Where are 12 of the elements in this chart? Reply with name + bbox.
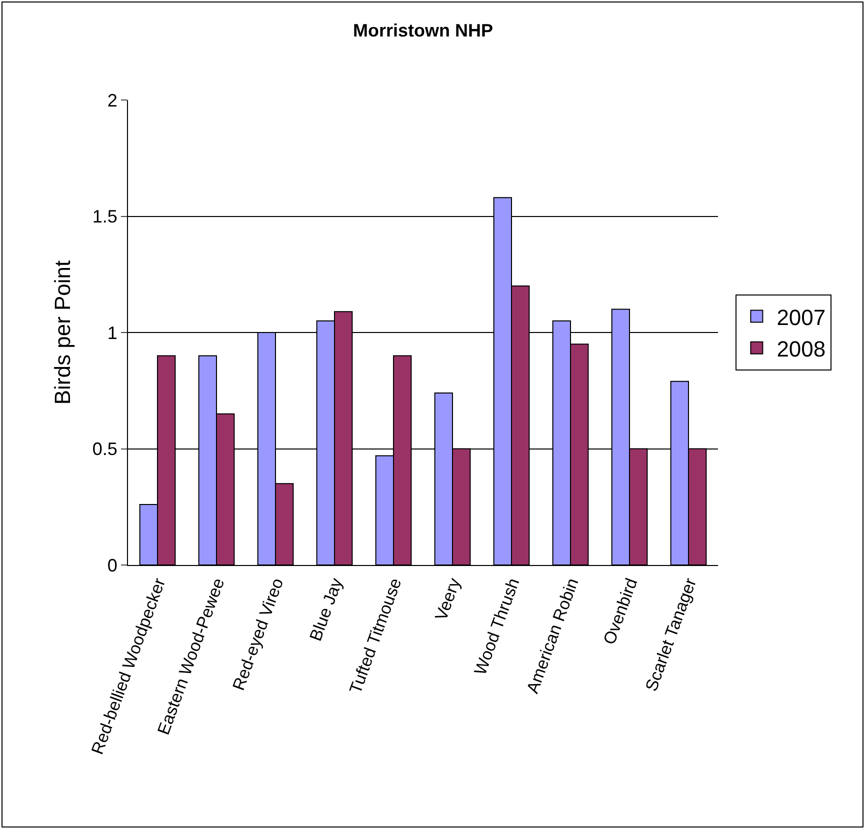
x-tick-label: Veery [432,575,464,624]
y-axis-title: Birds per Point [50,260,76,405]
x-tick-label: Blue Jay [306,575,346,644]
y-tick-label: 2 [107,90,118,110]
x-tick-label: Wood Thrush [470,576,524,678]
y-tick-label: 0 [107,555,118,576]
y-tick-label: 1.5 [92,206,118,227]
y-tick-label: 0.5 [92,439,118,460]
chart-title: Morristown NHP [352,20,494,40]
legend-label: 2007 [776,304,826,330]
legend-label: 2008 [776,336,826,362]
y-tick-label: 1 [107,322,118,343]
